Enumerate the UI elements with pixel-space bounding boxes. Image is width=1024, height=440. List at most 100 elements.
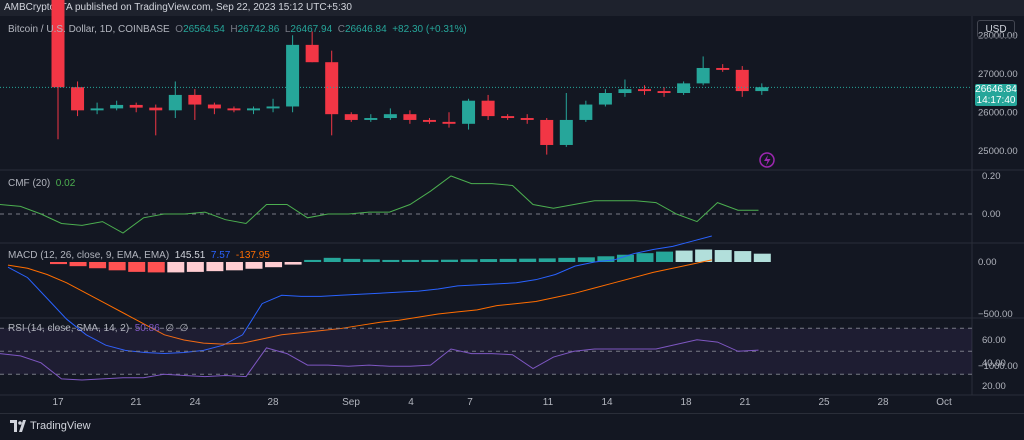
cmf-label: CMF (20)	[8, 178, 51, 189]
date-axis-label: 14	[601, 397, 613, 408]
low-value: 26467.94	[290, 24, 333, 35]
macd-histogram-bar	[675, 250, 693, 262]
candle-body	[716, 67, 730, 70]
macd-histogram-bar	[519, 258, 537, 262]
candle-body	[227, 108, 241, 111]
cmf-scale-label: 0.00	[982, 209, 1001, 220]
macd-histogram-bar	[108, 262, 126, 271]
footer: TradingView	[0, 413, 1024, 440]
rsi-indicator	[0, 327, 972, 381]
date-axis-label: 25	[818, 397, 830, 408]
date-axis-label: 24	[189, 397, 201, 408]
candle-body	[90, 108, 104, 111]
date-axis-label: Sep	[342, 397, 360, 408]
cmf-legend: CMF (20) 0.02	[8, 178, 75, 189]
candle-body	[305, 44, 319, 63]
macd-scale-label: 0.00	[978, 257, 997, 268]
date-axis-label: 21	[130, 397, 142, 408]
candle-body	[129, 104, 143, 108]
cmf-value: 0.02	[55, 178, 76, 189]
date-axis-label: 28	[267, 397, 279, 408]
candle-body	[442, 121, 456, 124]
replay-icon[interactable]	[759, 152, 775, 168]
rsi-extra-1: ∅	[165, 323, 175, 334]
macd-histogram-bar	[89, 262, 107, 269]
high-label: H	[230, 24, 238, 35]
candle-body	[559, 119, 573, 145]
open-label: O	[175, 24, 184, 35]
candle-body	[520, 118, 534, 120]
macd-histogram-bar	[245, 262, 263, 269]
macd-scale-label: −1000.00	[978, 361, 1018, 372]
candle-body	[422, 119, 436, 122]
macd-legend: MACD (12, 26, close, 9, EMA, EMA) 145.51…	[8, 250, 270, 261]
candle-body	[598, 93, 612, 105]
candle-body	[618, 89, 632, 93]
candle-body	[188, 94, 202, 105]
date-axis-label: 4	[408, 397, 414, 408]
macd-histogram-bar	[323, 257, 341, 262]
change-value: +82.30 (+0.31%)	[392, 24, 467, 35]
candle-body	[657, 91, 671, 93]
macd-histogram-bar	[753, 253, 771, 262]
macd-histogram-bar	[499, 258, 517, 262]
macd-histogram-bar	[304, 259, 322, 262]
macd-histogram-bar	[577, 257, 595, 262]
candle-body	[51, 0, 65, 88]
price-scale-label: 25000.00	[978, 146, 1018, 157]
macd-histogram-bar	[147, 262, 165, 273]
macd-histogram-bar	[538, 258, 556, 262]
macd-line-value: 7.57	[210, 250, 231, 261]
rsi-line	[0, 339, 759, 381]
macd-histogram-bar	[382, 259, 400, 262]
cmf-indicator	[0, 175, 972, 234]
candle-body	[638, 89, 651, 92]
candle-body	[540, 119, 554, 145]
date-axis-label: 11	[543, 397, 554, 408]
candle-body	[462, 100, 476, 124]
macd-histogram-bar	[656, 251, 674, 262]
macd-histogram-bar	[558, 257, 576, 262]
rsi-legend: RSI (14, close, SMA, 14, 2) 50.86 ∅ ∅	[8, 323, 188, 334]
date-axis-label: Oct	[936, 397, 952, 408]
macd-histogram-bar	[636, 253, 654, 262]
rsi-label: RSI (14, close, SMA, 14, 2)	[8, 323, 130, 334]
tradingview-brand[interactable]: TradingView	[10, 420, 91, 433]
macd-histogram-bar	[50, 262, 67, 265]
bar-countdown: 14:17:40	[976, 95, 1016, 106]
rsi-scale-label: 40.00	[982, 358, 1006, 369]
candle-body	[579, 104, 593, 120]
macd-histogram-bar	[480, 259, 498, 262]
macd-histogram-bar	[597, 256, 615, 262]
rsi-extra-2: ∅	[179, 323, 189, 334]
candle-body	[325, 62, 339, 115]
rsi-scale-label: 20.00	[982, 381, 1006, 392]
macd-histogram-bar	[734, 251, 752, 262]
candle-body	[755, 87, 769, 92]
candle-body	[364, 118, 378, 120]
candle-body	[481, 100, 495, 117]
macd-histogram-bar	[167, 262, 185, 273]
macd-scale-label: −500.00	[978, 309, 1013, 320]
currency-selector[interactable]: USD	[977, 20, 1015, 38]
price-scale-label: 26000.00	[978, 107, 1018, 118]
candle-body	[286, 44, 300, 107]
rsi-scale-label: 60.00	[982, 335, 1006, 346]
candlestick-series	[0, 0, 972, 155]
chart-canvas[interactable]: 28000.00 27000.00 26000.00 25000.00 0.20 0.00…	[0, 0, 1024, 413]
candle-body	[383, 114, 397, 119]
low-label: L	[284, 24, 291, 35]
candle-body	[110, 104, 124, 109]
symbol-name: Bitcoin / U.S. Dollar, 1D, COINBASE	[8, 24, 170, 35]
candle-body	[71, 87, 85, 111]
macd-histogram-bar	[225, 262, 243, 271]
macd-histogram-bar	[616, 254, 634, 262]
macd-histogram-bar	[186, 262, 204, 272]
macd-histogram-bar	[401, 259, 419, 262]
macd-signal-line	[7, 259, 712, 345]
price-scale-label: 28000.00	[978, 30, 1018, 41]
macd-histogram-bar	[421, 259, 439, 262]
macd-label: MACD (12, 26, close, 9, EMA, EMA)	[8, 250, 170, 261]
macd-histogram-bar	[460, 259, 478, 262]
high-value: 26742.86	[237, 24, 280, 35]
